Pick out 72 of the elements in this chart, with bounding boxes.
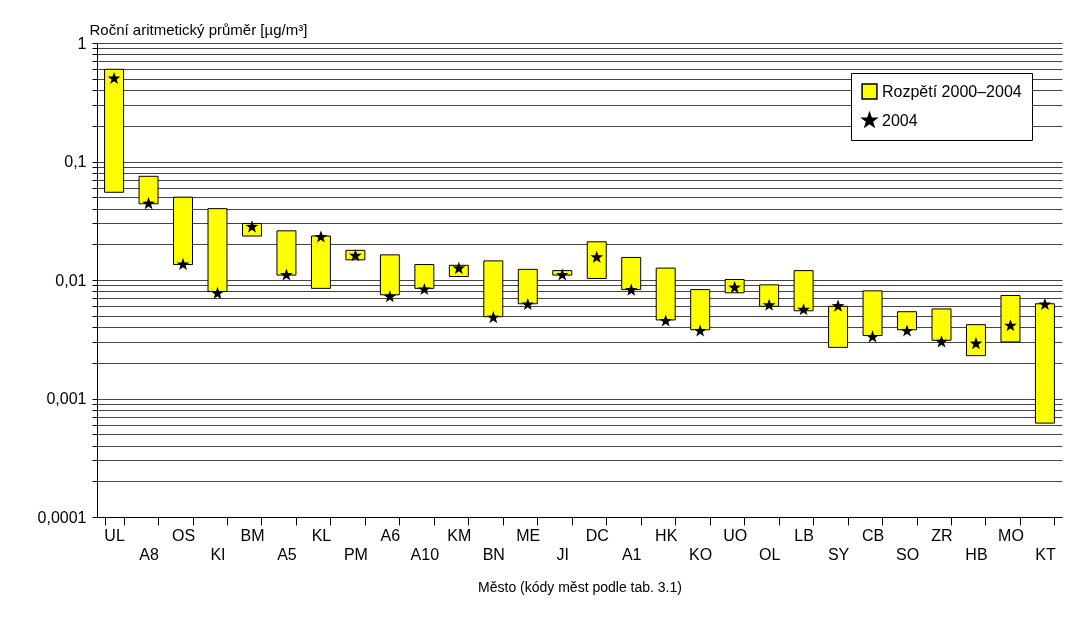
point: [900, 324, 914, 337]
x-tick-label: ZR: [931, 526, 953, 544]
x-tick-label: LB: [794, 526, 814, 544]
x-tick-label: KI: [210, 545, 226, 563]
x-axis-title: Město (kódy měst podle tab. 3.1): [478, 578, 682, 595]
y-tick-label: 0,1: [64, 153, 87, 170]
point: [486, 311, 500, 324]
x-tick-label: A1: [621, 545, 642, 563]
x-tick-label: BM: [240, 526, 265, 544]
bar: [104, 68, 125, 193]
point: [935, 335, 948, 348]
point: [797, 303, 810, 316]
x-tick-label: OS: [171, 526, 196, 544]
bar: [173, 196, 193, 266]
x-tick-label: JI: [556, 545, 569, 563]
bar: [793, 270, 814, 312]
bar: [586, 241, 607, 279]
x-tick-label: HK: [655, 526, 678, 544]
x-tick-label: SO: [895, 545, 920, 563]
point: [211, 286, 224, 299]
x-tick-label: CB: [861, 526, 885, 544]
y-tick-label: 0,001: [46, 390, 87, 407]
point: [383, 290, 397, 303]
point: [555, 268, 569, 281]
point: [142, 197, 155, 210]
point: [176, 257, 190, 270]
x-tick-label: PM: [343, 545, 368, 563]
x-tick-label: MO: [998, 526, 1024, 544]
point: [107, 71, 121, 85]
y-tick-label: 1: [77, 34, 87, 52]
y-axis-title: Roční aritmetický průměr [µg/m³]: [89, 20, 308, 38]
x-tick-label: KL: [311, 526, 332, 544]
x-tick-label: UO: [723, 526, 748, 544]
point: [659, 314, 673, 327]
bar: [759, 284, 780, 307]
point: [521, 297, 535, 311]
point: [452, 261, 466, 274]
bar: [966, 324, 986, 357]
point: [349, 249, 362, 262]
y-tick-label: 0,0001: [37, 508, 87, 526]
x-tick-label: BN: [482, 545, 505, 563]
bar: [1000, 295, 1021, 343]
x-tick-label: KM: [447, 526, 472, 544]
point: [1038, 297, 1052, 311]
point: [314, 230, 328, 243]
point: [624, 283, 638, 296]
bar: [310, 235, 331, 289]
bar: [621, 256, 642, 291]
legend-label: Rozpětí 2000–2004: [882, 82, 1022, 100]
x-tick-label: A5: [277, 545, 297, 563]
point: [762, 298, 776, 311]
x-tick-label: SY: [827, 545, 850, 563]
x-tick-label: A10: [410, 545, 440, 563]
x-tick-label: A6: [380, 526, 401, 544]
x-tick-label: KO: [689, 545, 713, 563]
x-tick-label: HB: [965, 545, 988, 563]
point: [831, 299, 845, 312]
x-tick-label: UL: [104, 526, 125, 544]
point: [866, 330, 879, 343]
x-tick-label: ME: [516, 526, 541, 544]
x-tick-label: OL: [758, 545, 781, 563]
point: [417, 282, 431, 296]
bar: [828, 305, 849, 348]
x-tick-label: KT: [1035, 545, 1056, 563]
y-tick-label: 0,01: [55, 271, 87, 289]
x-tick-label: DC: [585, 526, 609, 544]
point: [693, 324, 707, 337]
x-tick-label: A8: [139, 545, 159, 563]
bar: [138, 175, 159, 205]
legend-label: 2004: [882, 111, 918, 129]
bar: [1034, 303, 1055, 424]
point: [280, 268, 293, 281]
